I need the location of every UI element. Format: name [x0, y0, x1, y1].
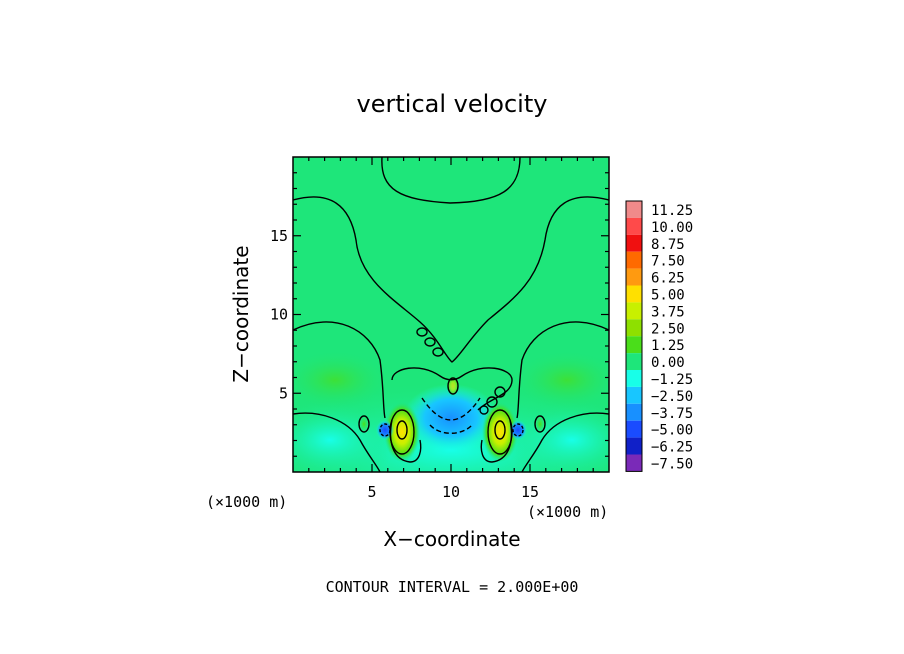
field-blue-dot-right [509, 420, 527, 440]
colorbar-swatch [626, 217, 642, 235]
colorbar-swatch [626, 386, 642, 404]
contour-left-core-wrap [389, 419, 422, 463]
contour-updraft-right-inner [494, 420, 506, 440]
x-tick-label: 15 [521, 483, 539, 501]
colorbar-swatch [626, 251, 642, 269]
contour-loop-4 [494, 386, 506, 398]
contour-lines [293, 157, 609, 472]
y-tick-label: 5 [279, 384, 288, 402]
contour-center-dome [391, 367, 513, 411]
colorbar-label: −1.25 [651, 372, 693, 388]
field-green-small-left [358, 414, 370, 434]
colorbar-label: −7.50 [651, 457, 693, 473]
x-tick-labels: 5 10 15 [367, 483, 539, 501]
field-downdraft [403, 384, 499, 452]
colorbar-label: 8.75 [651, 237, 685, 253]
colorbar-swatch [626, 302, 642, 320]
field-green-left [293, 350, 390, 410]
colorbar-swatch [626, 454, 642, 472]
colorbar-swatch [626, 201, 642, 218]
colorbar-label: −2.50 [651, 389, 693, 405]
contour-negative-center [421, 397, 481, 421]
contour-loop-5 [486, 396, 498, 408]
colorbar-swatch [626, 268, 642, 286]
colorbar-swatch [626, 234, 642, 252]
contour-green-small-right [534, 415, 546, 433]
y-tick-label: 15 [270, 227, 288, 245]
contour-green-small-left [358, 415, 370, 433]
colorbar-swatch [626, 370, 642, 387]
contour-interval-label: CONTOUR INTERVAL = 2.000E+00 [326, 578, 579, 596]
x-tick-label: 5 [367, 483, 376, 501]
chart-title: vertical velocity [357, 90, 548, 118]
colorbar-swatch [626, 353, 642, 370]
contour-negative-center-2 [429, 424, 473, 434]
contour-right-core-wrap [480, 419, 513, 463]
tick-marks [293, 157, 609, 472]
colorbar-label: −3.75 [651, 406, 693, 422]
contour-green-small [447, 377, 459, 395]
colorbar-swatch [626, 437, 642, 455]
field-green-small [447, 376, 459, 396]
field-green-small-right [534, 414, 546, 434]
contour-top-bowl [381, 157, 521, 204]
y-tick-label: 10 [270, 306, 288, 324]
y-tick-labels: 5 10 15 [270, 227, 288, 403]
colorbar-label: 11.25 [651, 203, 693, 219]
colorbar-label: −5.00 [651, 423, 693, 439]
contour-negative-dot-right [512, 423, 524, 437]
contour-negative-dot-left [379, 423, 391, 437]
colorbar-label: −6.25 [651, 440, 693, 456]
colorbar-frame [625, 200, 643, 472]
contour-upper-v [293, 196, 609, 363]
contour-loop-1 [416, 327, 428, 337]
colorbar-label: 2.50 [651, 321, 685, 337]
contour-updraft-left-inner [396, 420, 408, 440]
colorbar: 11.2510.008.757.506.255.003.752.501.250.… [625, 200, 693, 473]
field-cyan-right [502, 400, 609, 472]
contour-loop-6 [479, 405, 489, 415]
colorbar-label: 1.25 [651, 338, 685, 354]
field-cyan-left [293, 400, 400, 472]
colorbar-swatch [626, 403, 642, 421]
colorbar-label: 0.00 [651, 355, 685, 371]
colorbar-label: 6.25 [651, 271, 685, 287]
field-green-right [512, 350, 609, 410]
x-unit-right: (×1000 m) [527, 503, 608, 521]
colorbar-label: 5.00 [651, 288, 685, 304]
contour-mid-right [516, 321, 609, 419]
colorbar-label: 7.50 [651, 254, 685, 270]
x-tick-label: 10 [442, 483, 460, 501]
x-unit-left: (×1000 m) [206, 493, 287, 511]
colorbar-label: 3.75 [651, 304, 685, 320]
contour-lower-right [521, 412, 609, 472]
colorbar-swatch [626, 420, 642, 438]
y-axis-label: Z−coordinate [229, 245, 253, 382]
colorbar-label: 10.00 [651, 220, 693, 236]
colorbar-swatch [626, 285, 642, 303]
colorbar-swatch [626, 319, 642, 337]
colorbar-swatch [626, 336, 642, 354]
contour-loop-3 [432, 347, 444, 357]
contour-loop-2 [424, 337, 436, 347]
contour-lower-left [293, 412, 381, 472]
contour-mid-left [293, 321, 386, 419]
x-axis-label: X−coordinate [383, 527, 520, 551]
